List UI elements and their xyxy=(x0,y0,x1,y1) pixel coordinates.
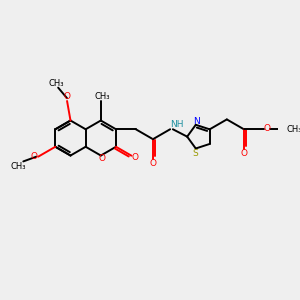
Text: CH₃: CH₃ xyxy=(11,161,26,170)
Text: S: S xyxy=(192,148,198,158)
Text: O: O xyxy=(241,149,248,158)
Text: O: O xyxy=(149,159,157,168)
Text: CH₃: CH₃ xyxy=(95,92,110,100)
Text: O: O xyxy=(132,154,139,163)
Text: O: O xyxy=(64,92,70,101)
Text: N: N xyxy=(193,117,200,126)
Text: NH: NH xyxy=(170,120,183,129)
Text: CH₃: CH₃ xyxy=(286,125,300,134)
Text: O: O xyxy=(98,154,105,163)
Text: O: O xyxy=(31,152,38,161)
Text: CH₃: CH₃ xyxy=(49,79,64,88)
Text: O: O xyxy=(264,124,271,133)
